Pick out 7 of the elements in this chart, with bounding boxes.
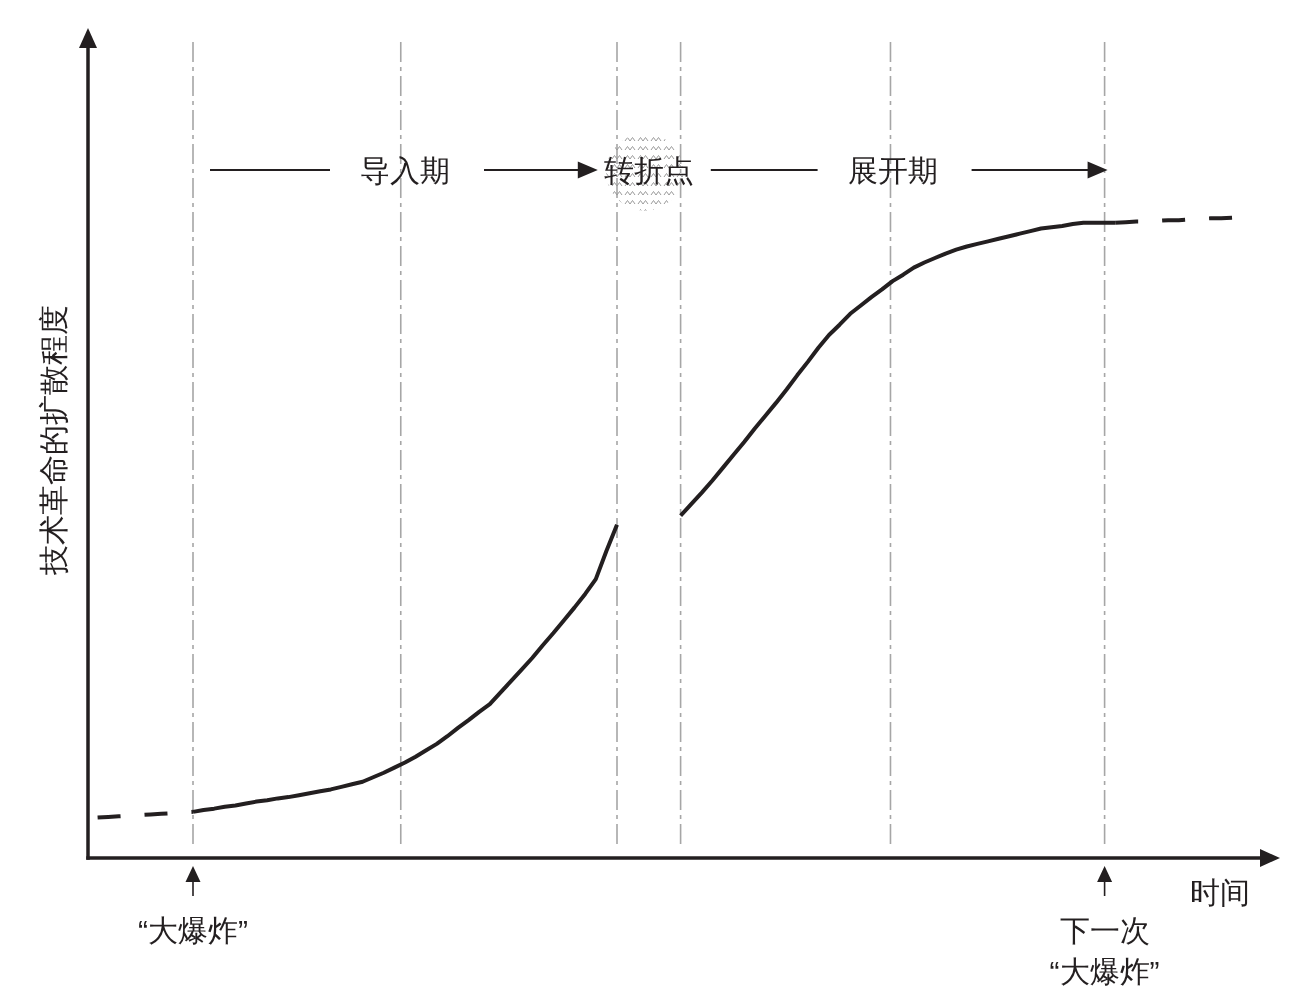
x-axis-title: 时间 bbox=[1190, 875, 1250, 909]
y-axis-title: 技术革命的扩散程度 bbox=[36, 305, 70, 576]
x-tick-label: “大爆炸” bbox=[138, 913, 248, 947]
text: 导入期 bbox=[360, 153, 450, 187]
text: 转折点 bbox=[603, 153, 694, 187]
text: 展开期 bbox=[847, 153, 938, 187]
x-tick-label: 下一次 “大爆炸” bbox=[1049, 913, 1160, 987]
